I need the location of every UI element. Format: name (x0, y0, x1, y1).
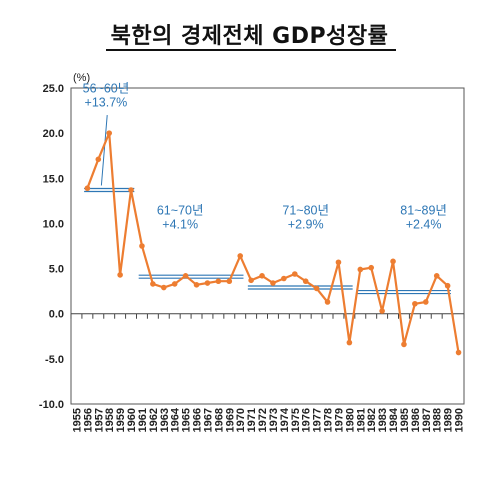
x-tick-label: 1978 (323, 408, 335, 432)
data-point (313, 285, 320, 292)
y-tick-label: 0.0 (49, 309, 64, 321)
data-point (259, 272, 265, 279)
x-tick-label: 1962 (148, 408, 160, 432)
data-point (215, 278, 222, 285)
data-point (106, 130, 113, 136)
x-tick-label: 1976 (301, 408, 313, 432)
x-tick-label: 1971 (246, 408, 258, 432)
data-point (160, 284, 167, 291)
data-point (84, 185, 91, 192)
data-point (193, 282, 200, 288)
x-tick-label: 1959 (115, 408, 127, 432)
chart-title: 북한의 경제전체 GDP성장률 (110, 24, 389, 49)
y-tick-label: 25.0 (43, 83, 64, 95)
x-tick-label: 1985 (399, 408, 411, 432)
data-point (335, 259, 342, 266)
x-tick-label: 1987 (421, 408, 433, 432)
x-tick-label: 1988 (432, 408, 444, 432)
x-tick-label: 1977 (312, 408, 324, 432)
x-tick-label: 1956 (82, 408, 94, 432)
x-tick-label: 1990 (454, 408, 466, 432)
data-point (324, 299, 331, 305)
x-tick-label: 1961 (137, 408, 149, 432)
data-point (412, 300, 418, 307)
x-tick-label: 1963 (159, 408, 171, 432)
data-point (302, 278, 309, 285)
data-point (171, 281, 178, 287)
y-tick-label: 5.0 (49, 264, 64, 276)
data-point (237, 253, 244, 259)
data-point (444, 282, 451, 289)
x-tick-label: 1964 (170, 407, 182, 432)
x-tick-label: 1969 (224, 408, 236, 432)
average-value-label: +4.1% (162, 217, 198, 231)
x-tick-label: 1968 (213, 408, 225, 432)
data-point (128, 187, 134, 193)
x-tick-label: 1958 (104, 408, 116, 432)
data-point (248, 277, 254, 284)
y-tick-label: 15.0 (43, 173, 64, 185)
average-value-label: +2.9% (288, 217, 324, 231)
y-unit-label: (%) (73, 72, 90, 84)
x-tick-label: 1973 (268, 408, 280, 432)
x-tick-label: 1982 (366, 408, 378, 432)
y-tick-label: 10.0 (43, 218, 64, 230)
average-value-label: +13.7% (85, 96, 128, 110)
data-point (139, 243, 145, 249)
data-point (270, 280, 276, 286)
data-point (204, 280, 211, 286)
average-period-label: 81~89년 (400, 203, 447, 217)
x-tick-label: 1972 (257, 408, 269, 432)
average-period-label: 71~80년 (282, 203, 329, 217)
data-point (346, 339, 353, 346)
growth-series-line (86, 132, 460, 353)
x-tick-label: 1986 (410, 408, 422, 432)
data-point (401, 341, 407, 348)
x-tick-label: 1960 (126, 408, 138, 432)
x-tick-label: 1967 (202, 408, 214, 432)
data-point (390, 258, 396, 265)
average-period-label: 61~70년 (157, 203, 204, 217)
x-tick-label: 1965 (181, 408, 193, 432)
y-tick-label: -5.0 (45, 354, 64, 366)
x-tick-label: 1974 (279, 407, 291, 432)
data-point (455, 349, 462, 356)
x-tick-label: 1984 (388, 407, 400, 432)
x-tick-label: 1970 (235, 408, 247, 432)
data-point (226, 278, 233, 285)
data-point (117, 272, 123, 278)
y-tick-label: -10.0 (39, 399, 64, 411)
average-period-label: 56~60년 (83, 82, 130, 96)
data-point (150, 281, 156, 287)
x-tick-label: 1957 (93, 408, 105, 432)
average-value-label: +2.4% (406, 217, 442, 231)
data-point (368, 264, 375, 271)
x-tick-label: 1979 (333, 408, 345, 432)
data-point (182, 272, 189, 279)
y-tick-label: 20.0 (43, 128, 64, 140)
data-point (422, 299, 429, 305)
data-point (379, 308, 385, 314)
x-tick-label: 1975 (290, 408, 302, 432)
title-underline (106, 49, 396, 51)
x-tick-label: 1989 (443, 408, 455, 432)
data-point (433, 272, 440, 279)
plot-area-border (70, 87, 465, 405)
data-point (357, 266, 364, 273)
x-tick-label: 1981 (355, 408, 367, 432)
annotation-pointer (100, 115, 108, 186)
x-tick-label: 1966 (192, 408, 204, 432)
data-point (281, 275, 287, 282)
x-tick-label: 1955 (71, 408, 83, 432)
x-tick-label: 1980 (344, 408, 356, 432)
data-point (291, 271, 298, 277)
data-point (95, 156, 102, 163)
x-tick-label: 1983 (377, 408, 389, 432)
